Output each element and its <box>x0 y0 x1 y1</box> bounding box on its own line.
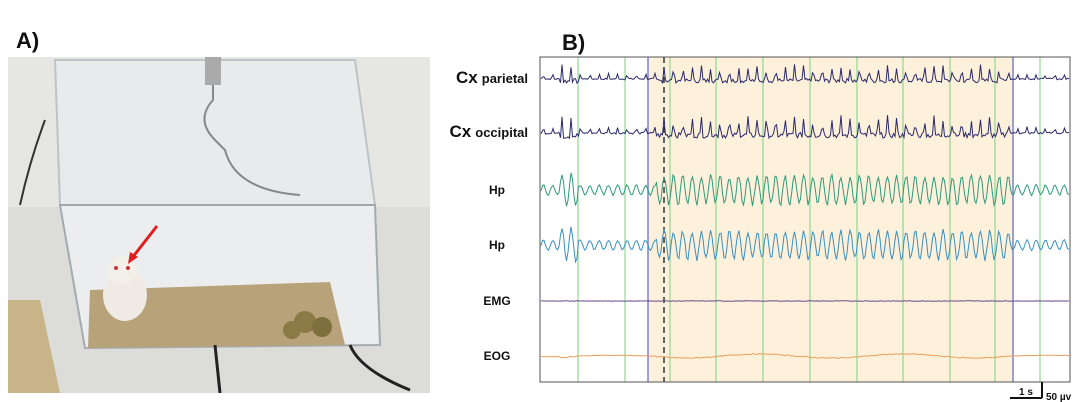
trace-label: EMG <box>483 294 510 308</box>
scale-amplitude: 50 µv <box>1046 392 1072 402</box>
trace-label-sub: parietal <box>482 71 528 86</box>
trace <box>541 300 1069 302</box>
trace-label: Cx <box>456 68 478 87</box>
traces <box>540 64 1070 359</box>
panel-label: B) <box>562 30 585 55</box>
trace-label: Hp <box>489 183 505 197</box>
trace <box>540 172 1070 208</box>
trace <box>540 115 1070 140</box>
trace-frame <box>539 56 1071 383</box>
trace <box>540 352 1070 359</box>
trace <box>540 226 1070 264</box>
scale-bar: 1 s 50 µv <box>1010 382 1072 402</box>
panel-label: A) <box>16 28 39 53</box>
highlight-region <box>648 57 1013 382</box>
trace-label: Hp <box>489 238 505 252</box>
scale-time: 1 s <box>1019 387 1033 398</box>
trace <box>540 64 1070 85</box>
trace-label-sub: occipital <box>475 125 528 140</box>
trace-label: Cx <box>450 122 472 141</box>
trace-label: EOG <box>484 349 511 363</box>
photo <box>8 57 430 394</box>
time-grid <box>577 57 1041 382</box>
